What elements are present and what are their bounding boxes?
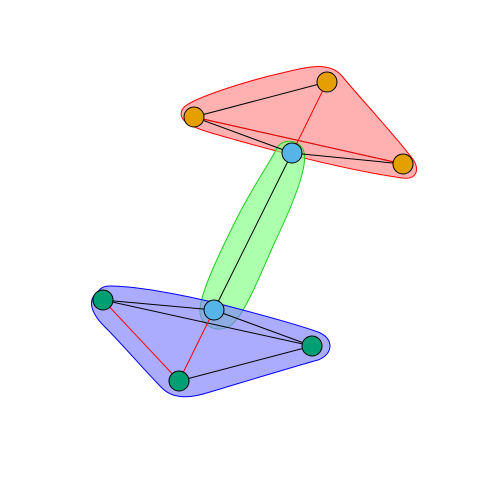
top-group-hull <box>180 66 418 179</box>
node-n2[interactable] <box>316 71 338 93</box>
node-n8[interactable] <box>301 335 323 357</box>
edge-layer <box>102 81 404 382</box>
node-n3[interactable] <box>392 153 414 175</box>
edge-n7-n8 <box>178 345 313 382</box>
edge-n2-n4 <box>291 81 328 154</box>
node-n1[interactable] <box>183 106 205 128</box>
edge-n1-n2 <box>193 81 328 118</box>
edge-n1-n4 <box>193 116 293 154</box>
edge-n6-n7 <box>102 299 180 382</box>
edge-n4-n3 <box>291 152 404 165</box>
node-n7[interactable] <box>168 370 190 392</box>
edge-n6-n5 <box>102 299 215 311</box>
edge-n4-n5 <box>213 152 293 311</box>
node-n6[interactable] <box>92 289 114 311</box>
node-layer <box>92 71 414 392</box>
bottom-group-hull <box>90 285 331 398</box>
edge-n1-n3 <box>193 116 404 165</box>
edge-n7-n5 <box>178 309 215 382</box>
node-n5[interactable] <box>203 299 225 321</box>
node-n4[interactable] <box>281 142 303 164</box>
edge-n5-n8 <box>213 309 313 347</box>
